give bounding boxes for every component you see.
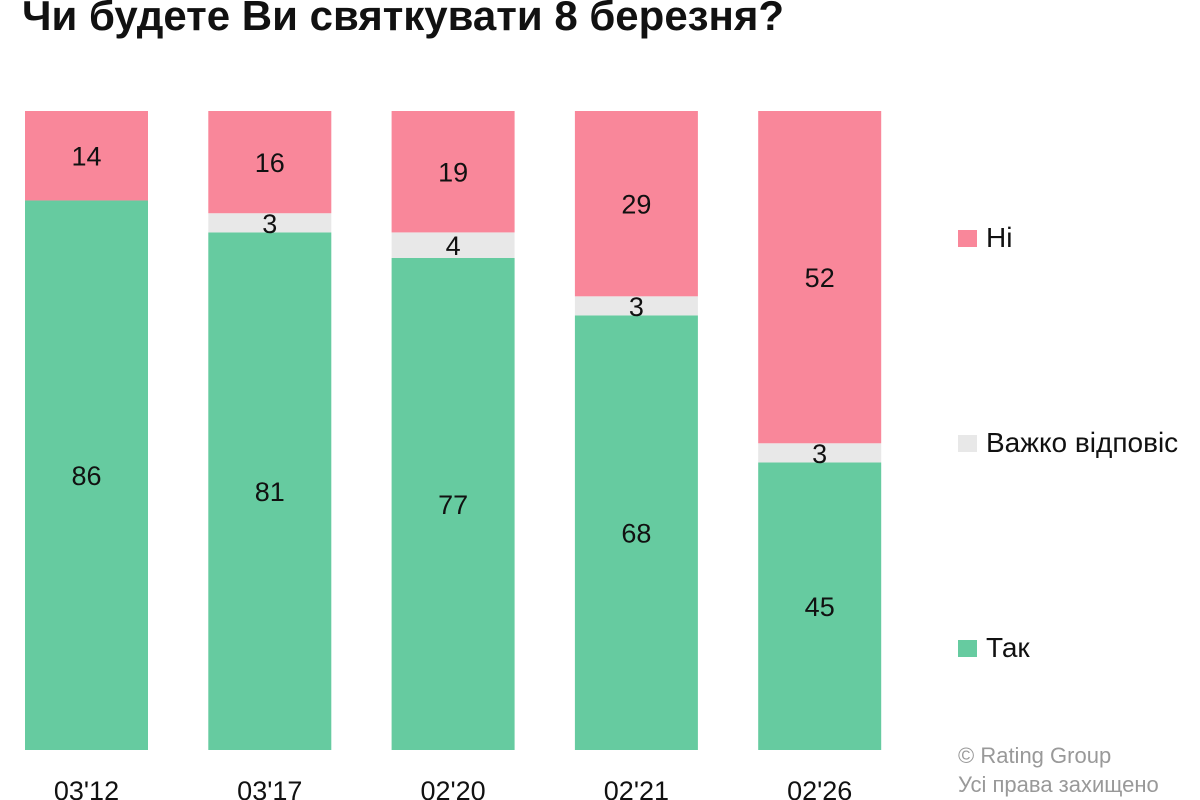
x-tick-label: 02'20: [420, 776, 485, 800]
data-label: 68: [621, 519, 651, 549]
legend-swatch-yes: [958, 639, 977, 657]
bar-segment-02'21-1: [574, 296, 698, 316]
bar-segment-02'26-1: [758, 443, 882, 463]
bar-segment-02'20-0: [391, 257, 515, 750]
data-label: 4: [446, 231, 461, 261]
legend-item-no: Ні: [958, 222, 1012, 254]
legend-item-hard-to-say: Важко відповіс: [958, 427, 1178, 459]
copyright-line-2: Усі права захищено: [958, 772, 1159, 797]
chart-title: Чи будете Ви святкувати 8 березня?: [22, 0, 785, 39]
data-label: 45: [805, 592, 835, 622]
data-label: 29: [621, 190, 651, 220]
x-tick-label: 03'12: [54, 776, 119, 800]
data-label: 14: [71, 142, 101, 172]
data-label: 52: [805, 263, 835, 293]
legend-swatch-hard-to-say: [958, 434, 977, 452]
data-label: 19: [438, 158, 468, 188]
data-label: 86: [71, 461, 101, 491]
x-tick-label: 03'17: [237, 776, 302, 800]
stacked-bar-chart: 86 14 03'12 81 3 16 03'17 77 4 19 02'20 68 3 29 02'21 4…: [25, 111, 882, 800]
data-label: 77: [438, 490, 468, 520]
legend-label-no: Ні: [986, 222, 1013, 253]
bar-segment-03'12-2: [25, 111, 148, 201]
legend-item-yes: Так: [958, 632, 1030, 664]
bar-segment-02'26-2: [758, 111, 882, 444]
copyright-line-1: © Rating Group: [958, 743, 1112, 768]
data-label: 81: [255, 477, 285, 507]
x-tick-label: 02'21: [604, 776, 669, 800]
x-tick-label: 02'26: [787, 776, 852, 800]
bar-segment-03'17-1: [208, 213, 332, 233]
bar-segment-03'17-0: [208, 232, 332, 750]
data-label: 3: [812, 439, 827, 469]
legend-label-hard-to-say: Важко відповіс: [986, 427, 1179, 458]
bar-segment-02'26-0: [758, 462, 882, 750]
data-label: 3: [629, 292, 644, 322]
bar-segment-02'21-2: [574, 111, 698, 297]
bar-segment-02'21-0: [574, 315, 698, 750]
bar-segment-03'17-2: [208, 111, 332, 214]
data-label: 16: [255, 148, 285, 178]
legend-label-yes: Так: [986, 632, 1030, 663]
legend-swatch-no: [958, 229, 977, 247]
bar-segment-02'20-2: [391, 111, 515, 233]
copyright: © Rating Group Усі права захищено: [958, 741, 1159, 799]
bar-segment-02'20-1: [391, 232, 515, 258]
bar-segment-03'12-0: [25, 200, 148, 750]
data-label: 3: [262, 209, 277, 239]
